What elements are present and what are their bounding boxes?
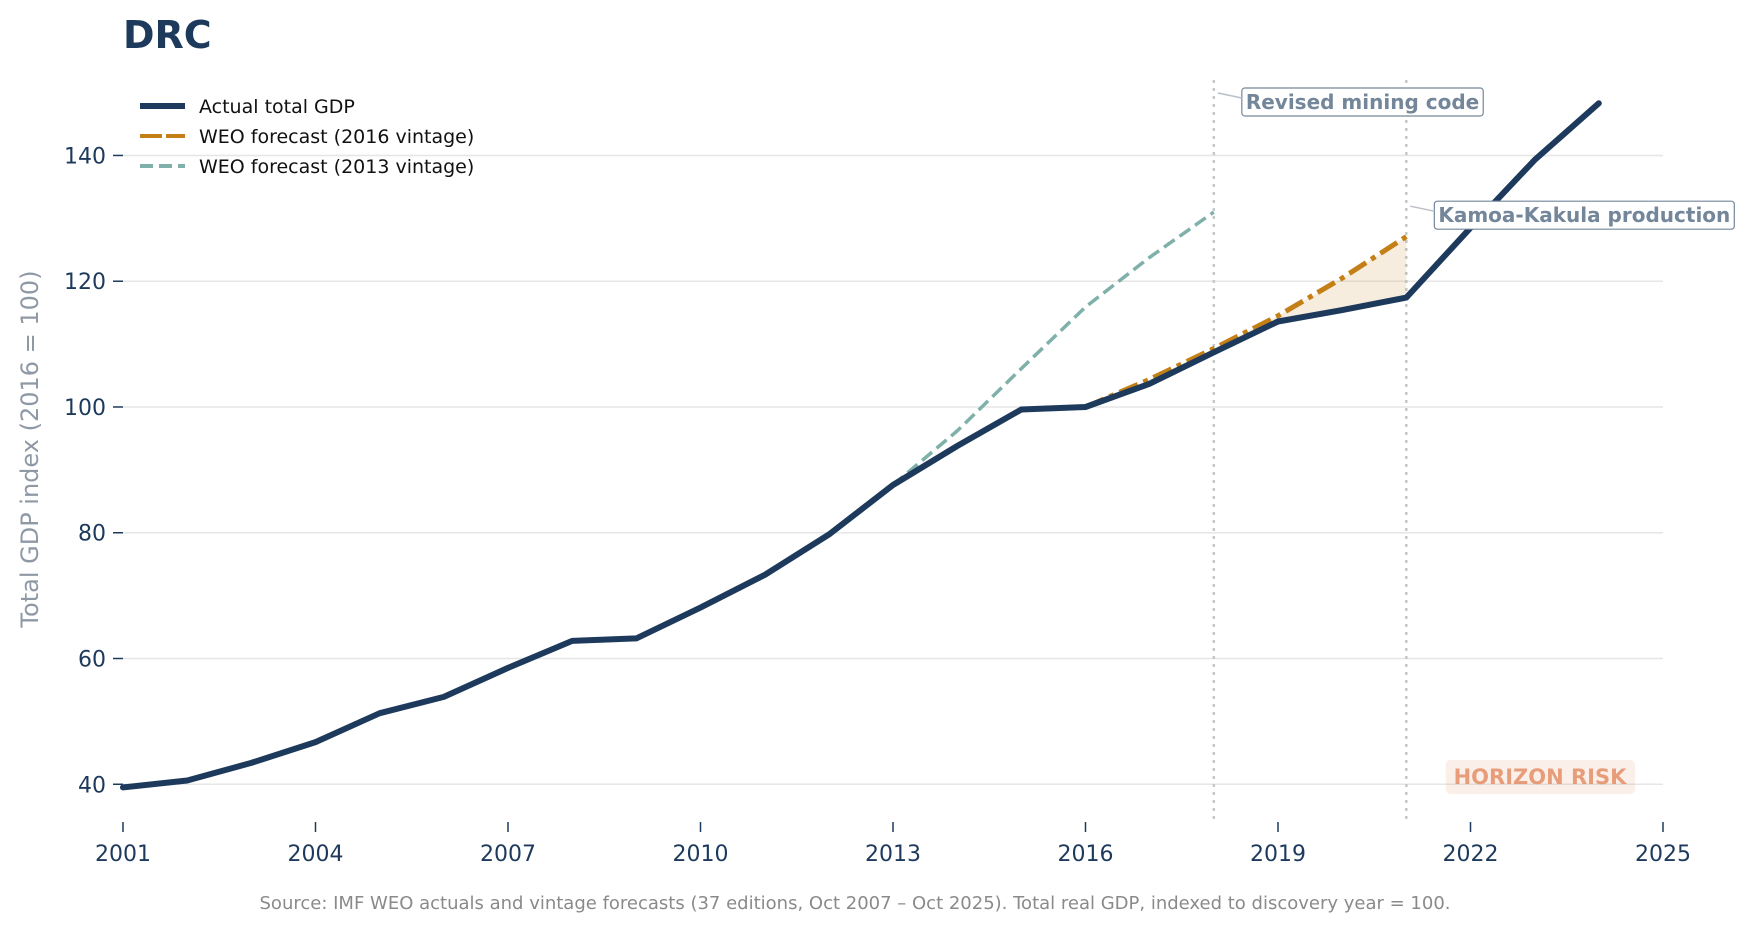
annotations: Revised mining code Kamoa-Kakula producti… xyxy=(1217,87,1735,794)
vertical-markers xyxy=(1212,80,1408,822)
series-line-solid xyxy=(120,100,1602,791)
x-tick-label: 2013 xyxy=(865,842,921,867)
x-tick-label: 2019 xyxy=(1250,842,1306,867)
legend-entry: WEO forecast (2013 vintage) xyxy=(199,156,474,178)
event-marker-label: Revised mining code xyxy=(1246,90,1479,114)
event-marker-leader xyxy=(1217,92,1242,99)
event-marker-label-box xyxy=(1241,87,1484,117)
horizon-risk-badge-text: HORIZON RISK xyxy=(1454,765,1627,789)
x-tick-label: 2016 xyxy=(1058,842,1114,867)
x-tick-label: 2022 xyxy=(1443,842,1499,867)
event-marker-label: Kamoa-Kakula production xyxy=(1438,203,1730,227)
forecast-gap-area xyxy=(1085,236,1407,407)
series-line-dashdot xyxy=(1084,234,1408,410)
x-tick-label: 2025 xyxy=(1635,842,1691,867)
legend-entry: WEO forecast (2016 vintage) xyxy=(199,126,474,148)
legend: Actual total GDP WEO forecast (2016 vinta… xyxy=(140,96,474,178)
event-marker-label-box xyxy=(1433,200,1735,230)
y-tick-label: 100 xyxy=(64,396,106,421)
axes: 40 60 80 100 120 140 2001 2004 2007 2010 2013 2016 2… xyxy=(64,144,1691,867)
gridlines xyxy=(123,154,1663,786)
forecast-gap-shading xyxy=(1085,236,1407,407)
series-line-dashed xyxy=(891,210,1215,487)
y-tick-label: 40 xyxy=(78,773,106,798)
source-note: Source: IMF WEO actuals and vintage fore… xyxy=(260,893,1451,914)
y-tick-label: 140 xyxy=(64,144,106,169)
x-tick-label: 2001 xyxy=(95,842,151,867)
y-tick-label: 120 xyxy=(64,270,106,295)
series-lines xyxy=(120,100,1602,791)
x-tick-label: 2007 xyxy=(480,842,536,867)
x-tick-label: 2004 xyxy=(288,842,344,867)
y-tick-label: 80 xyxy=(78,522,106,547)
y-tick-label: 60 xyxy=(78,648,106,673)
horizon-risk-badge xyxy=(1445,760,1636,794)
y-axis-label: Total GDP index (2016 = 100) xyxy=(16,270,44,628)
x-tick-label: 2010 xyxy=(673,842,729,867)
chart-title: DRC xyxy=(123,13,212,57)
event-marker-leader xyxy=(1410,205,1435,212)
legend-entry: Actual total GDP xyxy=(199,96,355,118)
